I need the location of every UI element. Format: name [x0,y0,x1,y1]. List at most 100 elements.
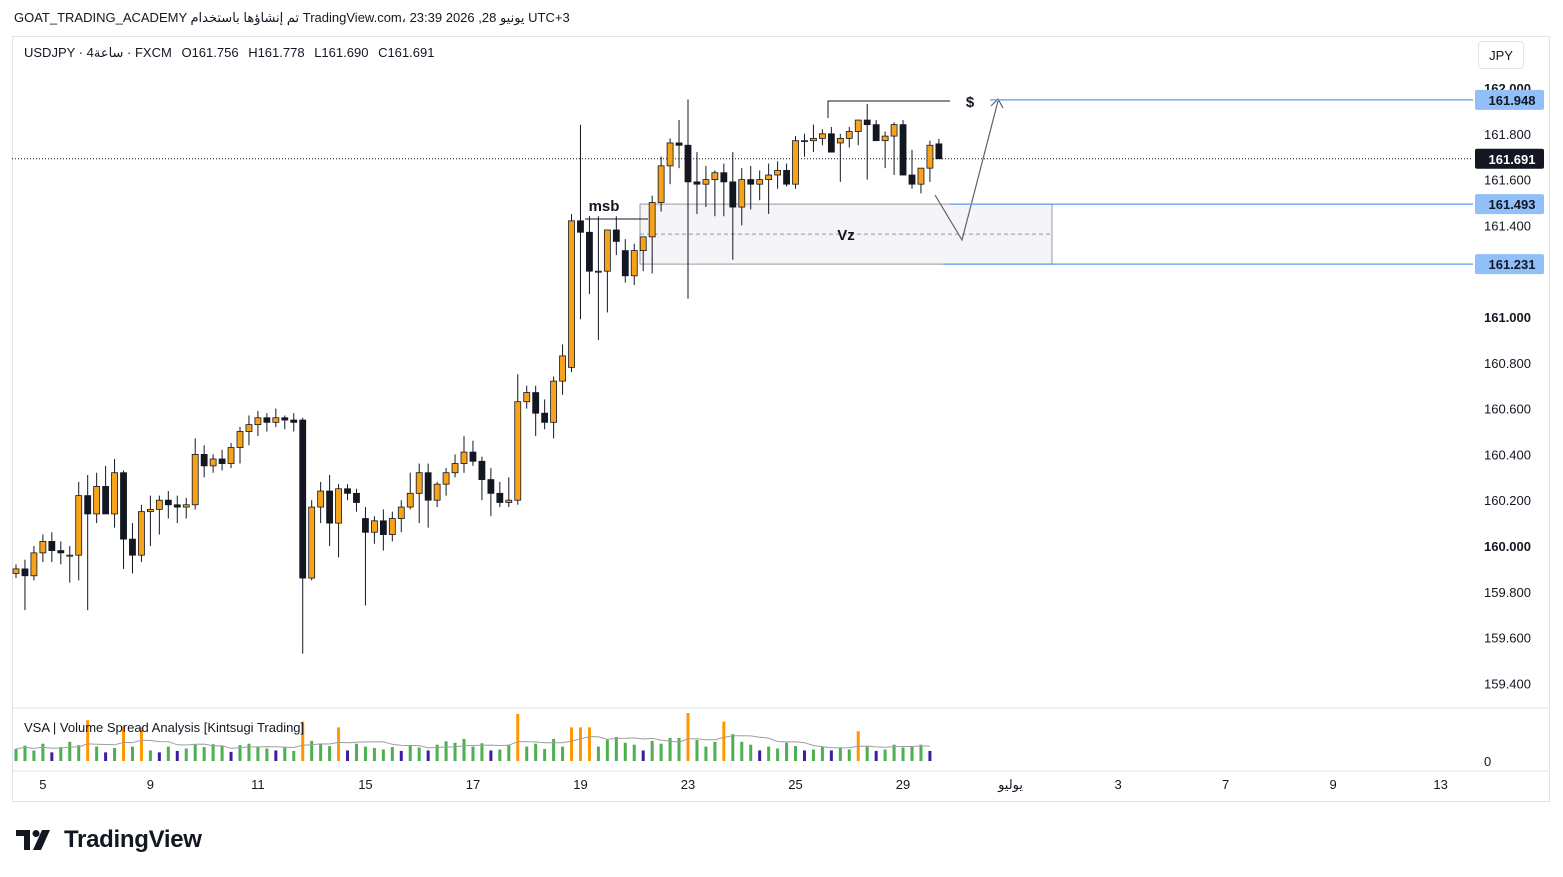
volume-bar [417,747,421,761]
volume-bar [23,745,27,761]
volume-bar [453,742,457,761]
candle-up [308,506,316,579]
candle-up [774,170,781,176]
candle-up [550,380,557,423]
current-price-label-bg [1475,148,1544,169]
volume-bar [113,748,117,761]
candle-up [702,179,710,185]
symbol-label[interactable]: USDJPY · 4ساعة · FXCM [24,45,172,60]
volume-bar [776,748,780,761]
price-level-label-bg [1475,194,1544,215]
x-tick-label: 9 [1330,777,1337,792]
volume-bar [381,749,385,761]
volume-bar [337,727,341,761]
volume-bar [883,749,887,761]
candle-up [30,552,38,577]
volume-bar [865,746,869,761]
volume-bar [928,750,932,761]
volume-bar [561,746,565,761]
volume-bar [139,727,143,761]
volume-bar [86,720,90,761]
y-tick-label: 159.800 [1484,585,1531,600]
candle-up [756,179,764,185]
volume-bar [202,747,206,761]
candle-down [684,144,692,183]
candle-down [102,486,109,515]
volume-bar [758,750,762,761]
volume-bar [471,746,475,761]
candle-up [39,541,47,554]
volume-bar [319,743,323,761]
tradingview-logo[interactable]: TradingView [16,826,202,854]
volume-bar [919,744,923,761]
volume-bar [256,746,260,761]
volume-bar [686,713,690,761]
volume-bar [695,739,699,761]
candle-up [442,472,450,485]
candle-up [648,202,656,238]
x-tick-label: 29 [896,777,910,792]
volume-bar [811,749,815,761]
msb-label: msb [589,198,620,215]
candle-down [299,419,307,579]
x-tick-label: 13 [1433,777,1447,792]
candle-down [379,520,387,535]
candle-up [801,140,808,143]
volume-bar [713,741,717,761]
volume-bar [740,741,744,761]
candle-down [362,518,369,533]
x-tick-label: 19 [573,777,587,792]
volume-bar [148,750,152,761]
candle-down [326,490,334,524]
volume-bar [802,750,806,761]
candle-down [863,119,871,126]
candle-down [612,229,620,242]
x-tick-label: 9 [147,777,154,792]
candle-down [469,451,477,462]
volume-bar [211,744,215,761]
volume-bar [489,750,493,761]
volume-bar [534,743,538,761]
volume-bar [328,746,332,761]
candle-down [532,392,540,414]
candle-down [57,550,65,554]
candle-down [577,220,584,233]
chart-header-caption: GOAT_TRADING_ACADEMY تم إنشاؤها باستخدام… [14,10,570,25]
candle-up [66,554,74,557]
candle-up [603,229,611,272]
open-value: O161.756 [181,45,239,60]
x-tick-label: 3 [1114,777,1121,792]
candle-down [120,472,127,540]
volume-bar [722,721,726,761]
y-tick-label: 160.400 [1484,447,1531,462]
candle-down [729,181,737,208]
candle-down [263,417,271,423]
candle-down [541,412,549,423]
candle-down [496,492,504,503]
indicator-title[interactable]: VSA | Volume Spread Analysis [Kintsugi T… [24,720,305,735]
candle-up [881,135,889,142]
volume-bar [838,747,842,761]
candle-up [191,453,199,506]
price-level-label-bg [1475,89,1544,110]
symbol-ohlc-line: USDJPY · 4ساعة · FXCM O161.756 H161.778 … [24,45,440,61]
candle-down [48,541,56,551]
volume-bar [892,744,896,761]
volume-bar [704,746,708,761]
candle-up [227,447,235,464]
volume-bar [372,748,376,761]
candle-up [926,144,934,169]
candle-up [397,506,405,519]
candle-up [451,463,459,474]
y-tick-label: 160.200 [1484,493,1531,508]
volume-bar [265,748,269,761]
volume-bar [68,741,72,761]
volume-bar [668,737,672,761]
currency-button[interactable]: JPY [1478,41,1524,69]
volume-bar [32,750,36,761]
volume-zero-tick: 0 [1484,754,1492,769]
candle-up [890,124,898,137]
price-level-label: 161.231 [1489,257,1536,272]
candle-up [415,472,423,494]
